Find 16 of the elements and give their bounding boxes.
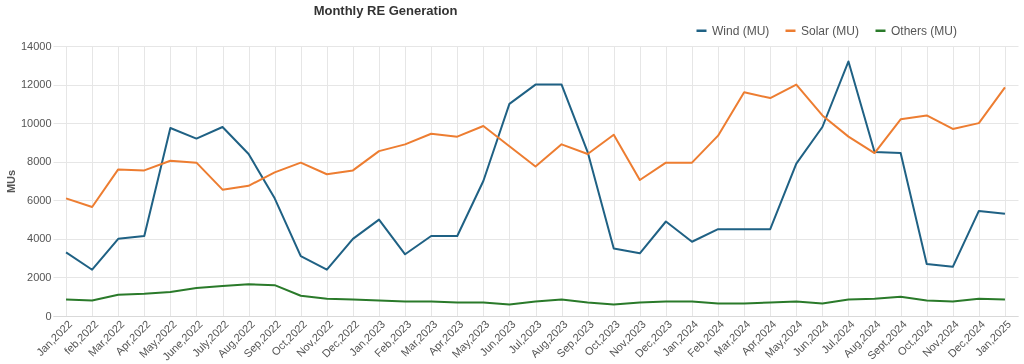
legend-label: Solar (MU) — [801, 23, 860, 38]
line-series — [65, 283, 1006, 306]
legend-label: Others (MU) — [891, 23, 957, 38]
y-tick-label: 12000 — [20, 78, 52, 91]
chart-title: Monthly RE Generation — [313, 3, 458, 18]
y-tick-label: 14000 — [20, 39, 52, 52]
legend-label: Wind (MU) — [712, 23, 770, 38]
y-tick-label: 8000 — [27, 155, 52, 168]
y-tick-label: 10000 — [20, 116, 52, 129]
line-series — [65, 83, 1006, 209]
y-tick-label: 4000 — [27, 232, 52, 245]
y-tick-label: 2000 — [27, 270, 52, 283]
y-tick-label: 0 — [45, 309, 52, 322]
y-tick-label: 6000 — [27, 193, 52, 206]
y-axis-title: MUs — [4, 169, 17, 194]
line-series — [65, 60, 1006, 271]
